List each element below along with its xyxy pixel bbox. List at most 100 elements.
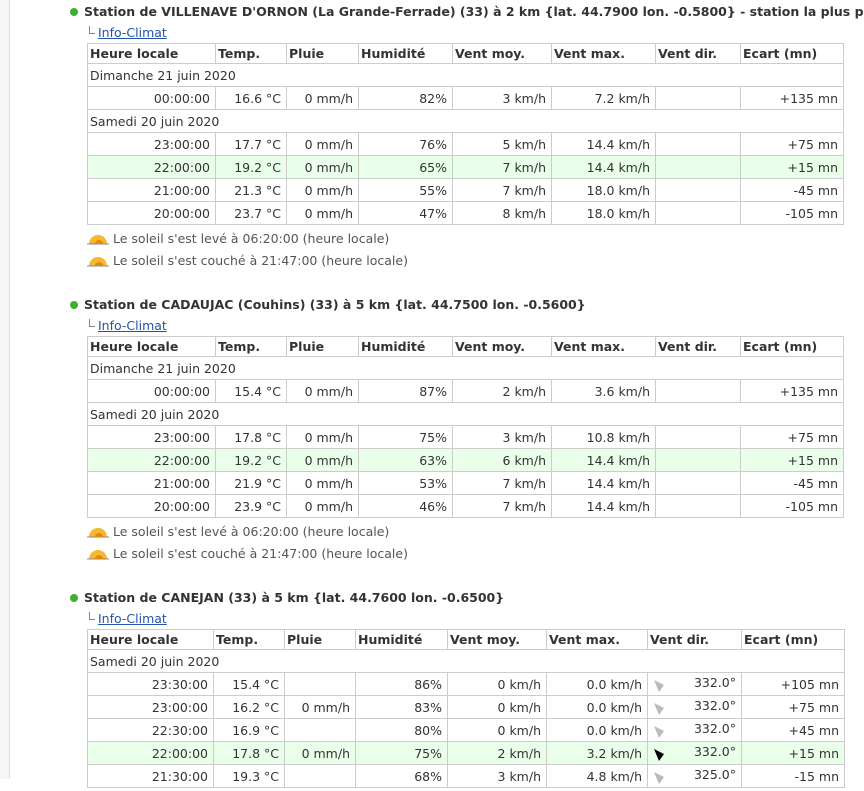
- data-cell: 0 mm/h: [286, 494, 359, 518]
- observations-table: Heure locale Temp. Pluie Humidité Vent moy. V…: [87, 336, 844, 518]
- data-cell: 53%: [358, 471, 453, 495]
- data-row: 20:00:00 23.9 °C 0 mm/h 46% 7 km/h 14.4 km/h -…: [87, 494, 844, 518]
- data-cell: +75 mn: [740, 425, 844, 449]
- data-cell: [655, 201, 741, 225]
- data-cell: 17.7 °C: [215, 132, 287, 156]
- column-header: Pluie: [286, 43, 359, 64]
- data-cell: 14.4 km/h: [551, 448, 656, 472]
- data-cell: +75 mn: [741, 695, 845, 719]
- header-row: Heure locale Temp. Pluie Humidité Vent moy. V…: [87, 43, 844, 64]
- source-link[interactable]: Info-Climat: [98, 611, 167, 626]
- data-cell: +75 mn: [740, 132, 844, 156]
- data-cell: 23:00:00: [87, 425, 216, 449]
- data-row: 22:00:00 19.2 °C 0 mm/h 63% 6 km/h 14.4 km/h +…: [87, 448, 844, 472]
- wind-arrow: [654, 726, 664, 738]
- data-cell: 14.4 km/h: [551, 494, 656, 518]
- date-row: Dimanche 21 juin 2020: [87, 356, 844, 380]
- data-cell: 19.3 °C: [213, 764, 285, 788]
- data-cell: 6 km/h: [452, 448, 552, 472]
- data-cell: 63%: [358, 448, 453, 472]
- data-cell: +15 mn: [740, 448, 844, 472]
- data-cell: 0 mm/h: [286, 178, 359, 202]
- data-cell: 20:00:00: [87, 494, 216, 518]
- station-title: Station de VILLENAVE D'ORNON (La Grande-…: [70, 1, 864, 23]
- data-cell: [284, 672, 356, 696]
- column-header: Vent dir.: [655, 43, 741, 64]
- data-row: 21:00:00 21.9 °C 0 mm/h 53% 7 km/h 14.4 km/h -…: [87, 471, 844, 495]
- data-cell: 7 km/h: [452, 494, 552, 518]
- cell-text: 332.0°: [693, 721, 736, 736]
- data-cell: 19.2 °C: [215, 448, 287, 472]
- cell-text: 332.0°: [693, 744, 736, 759]
- data-cell: 21.3 °C: [215, 178, 287, 202]
- data-cell: 332.0°: [647, 741, 742, 765]
- data-cell: +105 mn: [741, 672, 845, 696]
- station: Station de VILLENAVE D'ORNON (La Grande-…: [70, 1, 864, 272]
- data-cell: [284, 718, 356, 742]
- data-cell: 0 mm/h: [286, 201, 359, 225]
- sun-text: Le soleil s'est levé à 06:20:00 (heure l…: [113, 231, 390, 246]
- data-cell: -105 mn: [740, 201, 844, 225]
- data-cell: 21:30:00: [87, 764, 214, 788]
- data-cell: 80%: [355, 718, 448, 742]
- data-cell: 75%: [355, 741, 448, 765]
- data-cell: 7 km/h: [452, 178, 552, 202]
- data-cell: 16.9 °C: [213, 718, 285, 742]
- data-cell: 0.0 km/h: [546, 695, 648, 719]
- data-cell: 8 km/h: [452, 201, 552, 225]
- column-header: Vent max.: [551, 336, 656, 357]
- data-cell: 332.0°: [647, 718, 742, 742]
- data-cell: 23:00:00: [87, 132, 216, 156]
- data-cell: 21:00:00: [87, 178, 216, 202]
- data-cell: 16.6 °C: [215, 86, 287, 110]
- sun-text: Le soleil s'est levé à 06:20:00 (heure l…: [113, 524, 390, 539]
- date-row: Dimanche 21 juin 2020: [87, 63, 844, 87]
- data-cell: 0 km/h: [447, 718, 547, 742]
- header-row: Heure locale Temp. Pluie Humidité Vent moy. V…: [87, 336, 844, 357]
- data-cell: 23.9 °C: [215, 494, 287, 518]
- data-row: 00:00:00 15.4 °C 0 mm/h 87% 2 km/h 3.6 km/h +1…: [87, 379, 844, 403]
- data-cell: 3 km/h: [452, 425, 552, 449]
- sun-info: Le soleil s'est levé à 06:20:00 (heure l…: [70, 228, 844, 250]
- data-cell: 15.4 °C: [213, 672, 285, 696]
- data-cell: 76%: [358, 132, 453, 156]
- data-cell: 2 km/h: [452, 379, 552, 403]
- data-row: 23:00:00 17.8 °C 0 mm/h 75% 3 km/h 10.8 km/h +…: [87, 425, 844, 449]
- data-cell: 22:30:00: [87, 718, 214, 742]
- sun-info: Le soleil s'est couché à 21:47:00 (heure…: [70, 250, 844, 272]
- data-cell: 55%: [358, 178, 453, 202]
- data-cell: 21.9 °C: [215, 471, 287, 495]
- data-cell: [655, 471, 741, 495]
- wind-arrow: [654, 749, 664, 761]
- sidebar-edge: [0, 0, 10, 779]
- column-header: Heure locale: [87, 43, 216, 64]
- sun-info: Le soleil s'est levé à 06:20:00 (heure l…: [70, 521, 844, 543]
- station: Station de CADAUJAC (Couhins) (33) à 5 k…: [70, 294, 844, 565]
- source-line: Info-Climat: [70, 316, 844, 336]
- data-cell: 86%: [355, 672, 448, 696]
- source-link[interactable]: Info-Climat: [98, 318, 167, 333]
- column-header: Pluie: [284, 629, 356, 650]
- data-cell: 87%: [358, 379, 453, 403]
- data-cell: 2 km/h: [447, 741, 547, 765]
- column-header: Pluie: [286, 336, 359, 357]
- data-cell: 0 mm/h: [286, 448, 359, 472]
- data-row: 20:00:00 23.7 °C 0 mm/h 47% 8 km/h 18.0 km/h -…: [87, 201, 844, 225]
- column-header: Humidité: [358, 43, 453, 64]
- source-link[interactable]: Info-Climat: [98, 25, 167, 40]
- data-cell: [655, 155, 741, 179]
- column-header: Vent moy.: [452, 336, 552, 357]
- column-header: Ecart (mn): [741, 629, 845, 650]
- data-cell: +135 mn: [740, 86, 844, 110]
- data-cell: 68%: [355, 764, 448, 788]
- data-cell: +45 mn: [741, 718, 845, 742]
- date-cell: Samedi 20 juin 2020: [87, 402, 844, 426]
- column-header: Heure locale: [87, 336, 216, 357]
- data-cell: [655, 448, 741, 472]
- column-header: Vent dir.: [655, 336, 741, 357]
- date-row: Samedi 20 juin 2020: [87, 649, 845, 673]
- data-cell: 17.8 °C: [215, 425, 287, 449]
- data-cell: 3 km/h: [452, 86, 552, 110]
- data-row: 22:00:00 19.2 °C 0 mm/h 65% 7 km/h 14.4 km/h +…: [87, 155, 844, 179]
- observations-table: Heure locale Temp. Pluie Humidité Vent moy. V…: [87, 629, 845, 788]
